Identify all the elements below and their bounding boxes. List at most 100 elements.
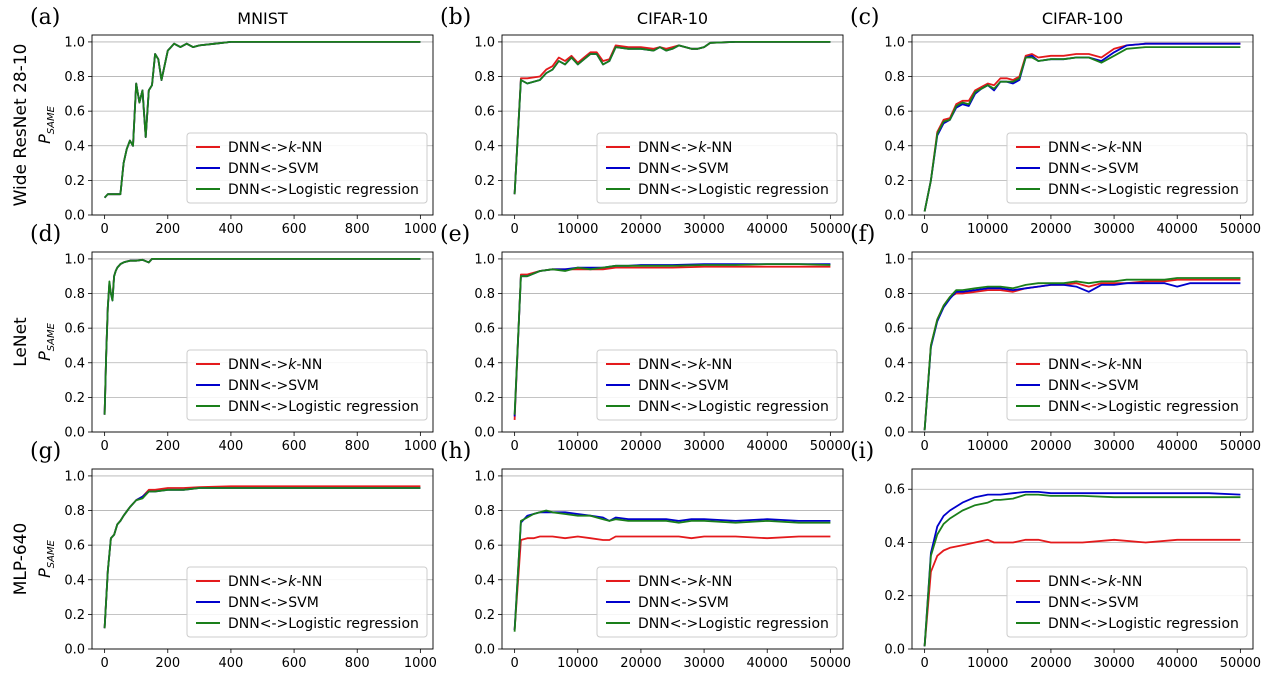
legend-box: [1006, 566, 1248, 638]
y-tick-label: 0.8: [884, 70, 905, 85]
row-label: Wide ResNet 28-10: [11, 44, 31, 207]
column-title: CIFAR-100: [1042, 9, 1123, 28]
x-tick-label: 20000: [620, 439, 661, 454]
legend-box: [1006, 132, 1248, 204]
y-tick-label: 0.6: [64, 539, 85, 554]
y-tick-label: 0.8: [64, 504, 85, 519]
x-tick-label: 50000: [1220, 439, 1261, 454]
legend-label-part: -NN: [1116, 357, 1142, 373]
legend-label-part-italic: k: [288, 357, 297, 373]
y-tick-label: 1.0: [64, 469, 85, 484]
x-tick-label: 20000: [1030, 439, 1071, 454]
y-tick-label: 0.2: [64, 174, 85, 189]
legend: DNN<->k-NN DNN<->SVM DNN<->Logistic regres…: [186, 132, 428, 204]
legend-label-svm: DNN<->SVM: [228, 595, 319, 611]
y-tick-label: 0.2: [884, 589, 905, 604]
x-tick-label: 30000: [1093, 222, 1134, 237]
legend-label-part: DNN<->: [1048, 574, 1108, 590]
y-tick-label: 0.4: [884, 139, 905, 154]
y-tick-label: 0.8: [474, 287, 495, 302]
y-tick-label: 0.6: [884, 322, 905, 337]
y-tick-label: 0.2: [64, 391, 85, 406]
legend-label-svm: DNN<->SVM: [638, 595, 729, 611]
plot-frame: [911, 468, 1254, 650]
y-tick-label: 0.6: [884, 483, 905, 498]
x-tick-label: 40000: [747, 439, 788, 454]
legend-label-knn: DNN<->k-NN: [1048, 357, 1142, 373]
legend-box: [186, 132, 428, 204]
x-tick-label: 0: [920, 656, 928, 671]
legend-label-part: DNN<->: [228, 574, 288, 590]
y-tick-label: 0.6: [474, 322, 495, 337]
legend-label-svm: DNN<->SVM: [1048, 595, 1139, 611]
y-tick-label: 0.0: [64, 209, 85, 224]
legend-label-part-italic: k: [288, 574, 297, 590]
y-tick-label: 0.8: [474, 504, 495, 519]
y-tick-label: 0.0: [64, 643, 85, 658]
x-tick-label: 1000: [404, 656, 437, 671]
legend-label-part: DNN<->: [1048, 357, 1108, 373]
legend-label-knn: DNN<->k-NN: [228, 574, 322, 590]
x-tick-label: 400: [219, 656, 244, 671]
y-axis-label: PSAME: [35, 539, 57, 577]
legend-label-part: DNN<->: [638, 574, 698, 590]
legend-label-knn: DNN<->k-NN: [638, 357, 732, 373]
panel-letter: (f): [850, 222, 875, 247]
series-line-knn: [513, 535, 831, 631]
legend-label-lr: DNN<->Logistic regression: [1048, 182, 1239, 198]
y-tick-label: 0.6: [884, 105, 905, 120]
x-tick-label: 200: [155, 222, 180, 237]
y-tick-label: 0.2: [474, 391, 495, 406]
legend-box: [596, 566, 838, 638]
legend-box: [1006, 349, 1248, 421]
panel-letter: (i): [850, 439, 874, 464]
legend-box: [596, 349, 838, 421]
x-tick-label: 40000: [747, 656, 788, 671]
x-tick-label: 0: [100, 222, 108, 237]
x-tick-label: 0: [510, 439, 518, 454]
legend-label-lr: DNN<->Logistic regression: [228, 616, 419, 632]
series-line-lr: [103, 41, 421, 199]
plot-frame: [501, 34, 844, 216]
x-tick-label: 40000: [1157, 222, 1198, 237]
legend-label-knn: DNN<->k-NN: [638, 140, 732, 156]
legend-label-lr: DNN<->Logistic regression: [638, 399, 829, 415]
legend: DNN<->k-NN DNN<->SVM DNN<->Logistic regres…: [1006, 132, 1248, 204]
legend: DNN<->k-NN DNN<->SVM DNN<->Logistic regres…: [596, 132, 838, 204]
legend-label-part: DNN<->: [228, 357, 288, 373]
y-tick-label: 0.2: [64, 608, 85, 623]
x-tick-label: 30000: [1093, 439, 1134, 454]
y-tick-label: 0.4: [64, 139, 85, 154]
y-tick-label: 0.8: [474, 70, 495, 85]
x-tick-label: 0: [100, 656, 108, 671]
column-title: CIFAR-10: [637, 9, 708, 28]
y-tick-label: 0.0: [884, 643, 905, 658]
legend: DNN<->k-NN DNN<->SVM DNN<->Logistic regres…: [596, 349, 838, 421]
x-tick-label: 40000: [747, 222, 788, 237]
y-tick-label: 0.6: [474, 105, 495, 120]
legend-label-part: -NN: [706, 140, 732, 156]
x-tick-label: 200: [155, 439, 180, 454]
legend-label-part-italic: k: [1108, 140, 1117, 156]
panel-i: (i) 0.0 0.2 0.4 0.6 0 10000 20000 30000 40000 5000…: [850, 439, 1261, 671]
legend-label-part: -NN: [296, 357, 322, 373]
x-tick-label: 20000: [620, 222, 661, 237]
y-tick-label: 0.4: [884, 356, 905, 371]
legend-label-lr: DNN<->Logistic regression: [228, 182, 419, 198]
series-line-lr: [923, 277, 1241, 431]
legend-label-part: -NN: [296, 574, 322, 590]
series-line-lr: [513, 41, 831, 195]
legend-label-part-italic: k: [698, 574, 707, 590]
x-tick-label: 20000: [1030, 222, 1071, 237]
y-tick-label: 0.4: [474, 139, 495, 154]
legend-label-part: DNN<->: [1048, 140, 1108, 156]
row-label: MLP-640: [11, 523, 31, 596]
x-tick-label: 50000: [810, 656, 851, 671]
x-tick-label: 10000: [557, 439, 598, 454]
plot-frame: [91, 251, 434, 433]
plot-frame: [91, 468, 434, 650]
legend-label-lr: DNN<->Logistic regression: [638, 616, 829, 632]
legend: DNN<->k-NN DNN<->SVM DNN<->Logistic regres…: [186, 349, 428, 421]
y-axis-label: PSAME: [35, 105, 57, 143]
